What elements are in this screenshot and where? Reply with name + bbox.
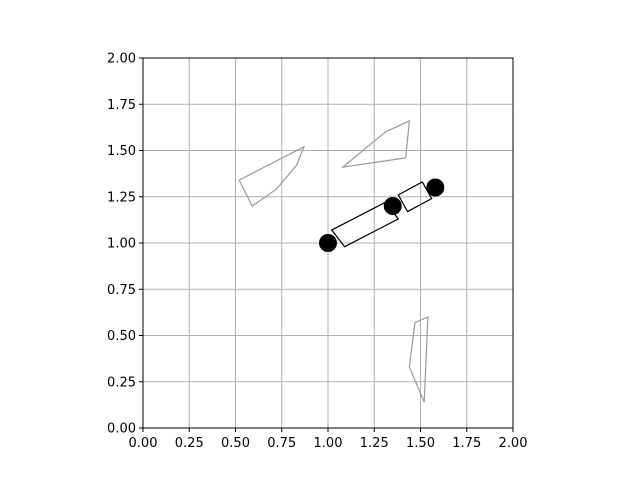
y-tick-label: 1.25 [107,190,136,205]
tick-layer: 0.00 0.25 0.50 0.75 1.00 1.25 1.50 1.75 2.00 0.00… [107,52,527,452]
x-tick-label: 0.00 [129,436,158,451]
x-tick-label: 0.50 [221,436,250,451]
joint-layer [319,178,445,252]
x-tick-label: 1.50 [406,436,435,451]
y-tick-label: 2.00 [107,52,136,67]
obstacle-polygon [340,119,411,169]
y-tick-label: 0.75 [107,283,136,298]
obstacle-polygon [408,316,429,403]
y-tick-label: 1.75 [107,98,136,113]
x-tick-label: 1.75 [452,436,481,451]
x-tick-label: 1.25 [360,436,389,451]
y-tick-label: 1.00 [107,237,136,252]
arm-link [330,201,400,248]
link-layer [330,181,433,248]
arm-joint [383,197,402,215]
y-tick-label: 0.00 [107,422,136,437]
x-tick-label: 0.75 [267,436,296,451]
x-tick-label: 2.00 [499,436,528,451]
y-tick-label: 0.50 [107,329,136,344]
arm-joint [426,178,445,197]
obstacle-polygon [238,145,306,207]
x-tick-label: 1.00 [314,436,343,451]
y-tick-label: 1.50 [107,144,136,159]
arm-link [397,181,433,213]
y-tick-label: 0.25 [107,375,136,390]
x-tick-label: 0.25 [175,436,204,451]
obstacle-layer [238,119,429,403]
arm-joint [319,234,337,252]
